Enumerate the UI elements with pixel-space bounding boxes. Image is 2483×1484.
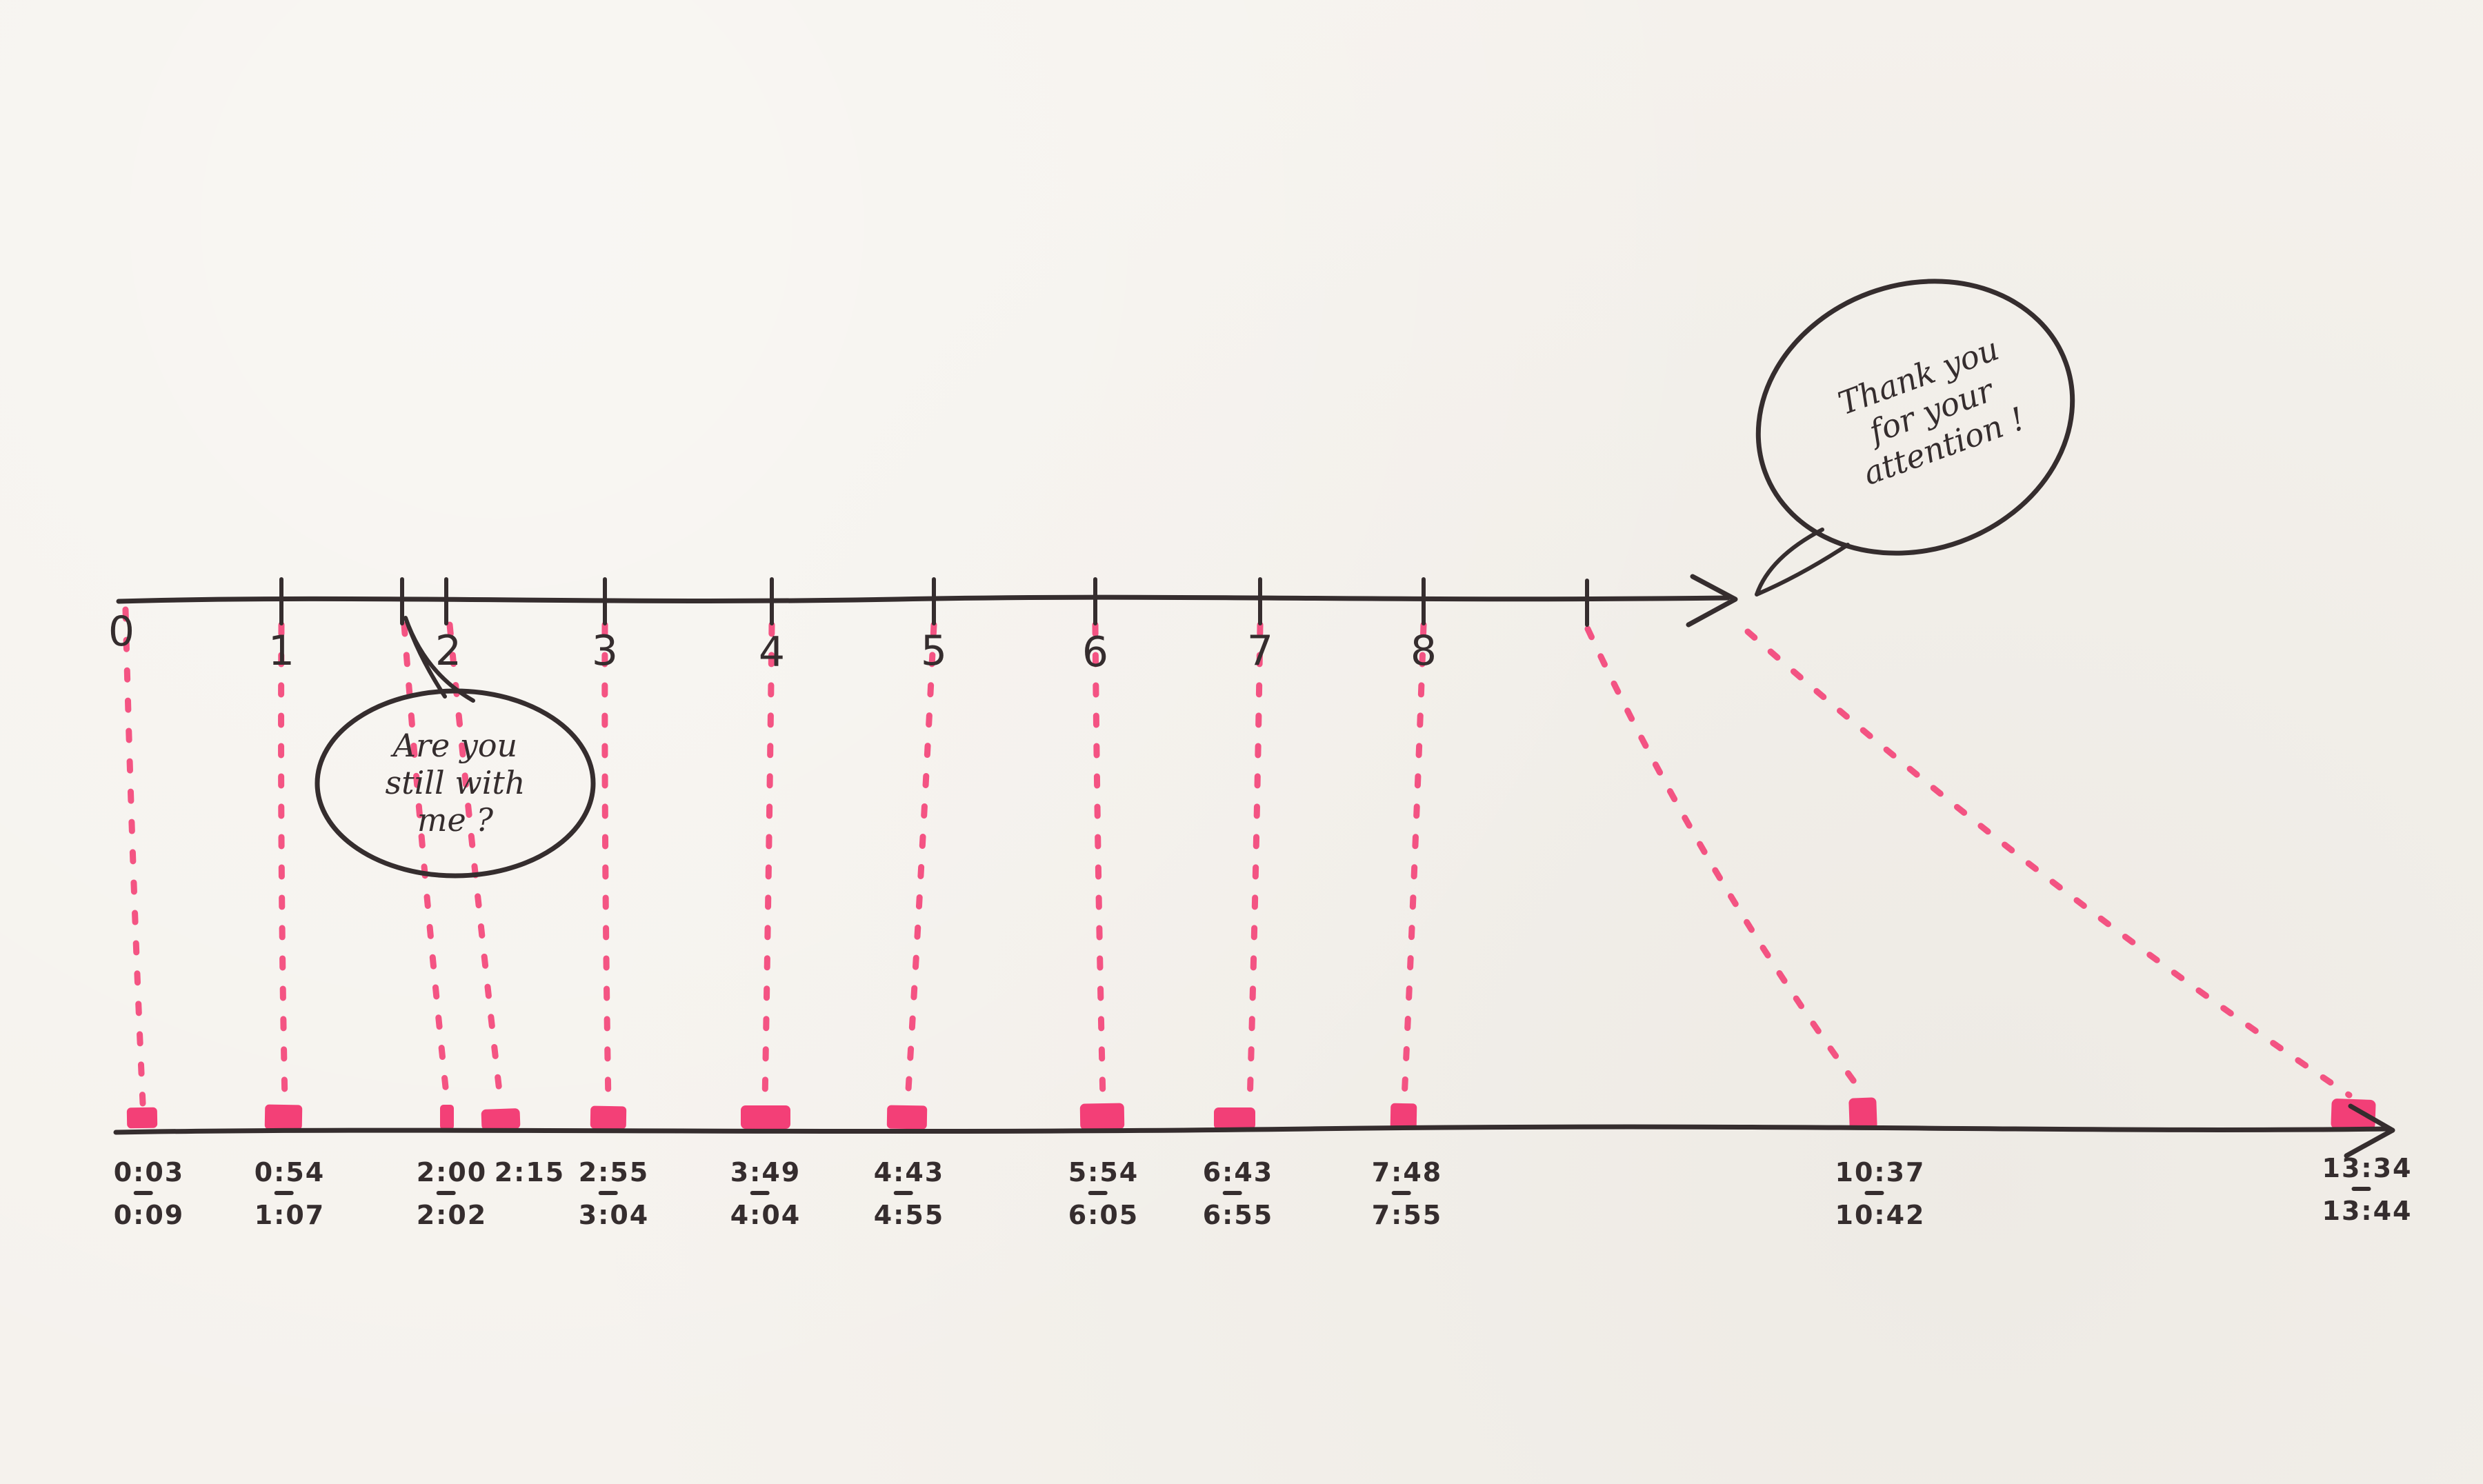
highlight-blob (481, 1108, 521, 1130)
dotted-connector (278, 621, 288, 1105)
time-axis-line (113, 1124, 2389, 1135)
time-start: 13:34 (2322, 1153, 2413, 1183)
slide-number: 4 (758, 628, 786, 676)
highlight-blobs (126, 1097, 2376, 1130)
time-label: 5:54 6:05 (1068, 1157, 1139, 1230)
highlight-blob (440, 1105, 454, 1130)
time-label: 6:43 6:55 (1203, 1157, 1274, 1230)
time-label: 2:00 2:02 (417, 1157, 488, 1230)
time-end: 3:04 (578, 1200, 650, 1230)
dotted-connector (1246, 621, 1264, 1107)
range-dash (1392, 1191, 1411, 1195)
time-end: 1:07 (254, 1200, 326, 1230)
time-label: 10:37 10:42 (1835, 1157, 1926, 1230)
dotted-connector (904, 621, 937, 1105)
time-start: 0:03 (113, 1157, 185, 1187)
speech-bubble-question-text: Are you still with me ? (385, 727, 525, 839)
slide-number: 1 (268, 627, 295, 675)
slide-axis-arrowhead-icon (1686, 574, 1738, 628)
highlight-blob (886, 1105, 928, 1130)
time-axis (113, 1103, 2395, 1159)
highlight-blob (126, 1107, 158, 1129)
dotted-connector (1744, 628, 2353, 1099)
range-dash (275, 1191, 294, 1195)
time-label: 0:54 1:07 (255, 1157, 326, 1230)
time-label: 13:34 13:44 (2322, 1153, 2413, 1226)
time-start: 0:54 (254, 1157, 326, 1187)
highlight-blob (2331, 1099, 2376, 1130)
time-end: 6:05 (1068, 1200, 1139, 1230)
range-dash (750, 1191, 770, 1195)
time-start: 10:37 (1835, 1157, 1926, 1187)
slide-number: 7 (1246, 627, 1274, 675)
time-end: 4:04 (730, 1200, 801, 1230)
bubble-tail (403, 616, 475, 703)
slide-number: 3 (591, 627, 619, 675)
time-start: 7:48 (1371, 1157, 1443, 1187)
highlight-blob (590, 1105, 627, 1130)
speech-bubble-thanks-outline (1755, 279, 2075, 596)
dotted-connector (1584, 625, 1866, 1097)
time-label: 3:49 4:04 (730, 1157, 801, 1230)
bubble-ellipse (1755, 279, 2075, 556)
time-axis-arrowhead-icon (2344, 1103, 2395, 1159)
highlight-blob (1390, 1103, 1417, 1130)
slide-number: 2 (435, 627, 462, 675)
dotted-connector (122, 606, 146, 1107)
range-dash (1223, 1191, 1242, 1195)
highlight-blob (1079, 1103, 1125, 1130)
slide-axis-line (116, 594, 1731, 604)
bubble-line: me ? (417, 801, 494, 839)
highlight-blob (1848, 1097, 1877, 1130)
time-end: 10:42 (1835, 1200, 1926, 1230)
time-label: 0:03 0:09 (114, 1157, 185, 1230)
dotted-connector (1092, 621, 1106, 1103)
time-end: 6:55 (1202, 1200, 1274, 1230)
time-start: 2:55 (578, 1157, 650, 1187)
highlight-blob (264, 1104, 303, 1130)
time-start: 2:00 (416, 1157, 488, 1187)
bubble-line: Are you (392, 727, 518, 764)
time-start: 2:15 (494, 1157, 566, 1187)
time-end: 7:55 (1371, 1200, 1443, 1230)
slide-number: 0 (108, 608, 135, 656)
dotted-connector (761, 621, 775, 1105)
dotted-connector (601, 621, 612, 1105)
range-dash (2352, 1187, 2371, 1191)
time-end: 13:44 (2322, 1196, 2413, 1226)
time-label: 7:48 7:55 (1372, 1157, 1443, 1230)
slide-number: 8 (1410, 627, 1437, 675)
dotted-connectors (122, 606, 2353, 1107)
bubble-tail (1755, 528, 1850, 596)
slide-axis (116, 574, 1738, 628)
time-start: 6:43 (1202, 1157, 1274, 1187)
time-label: 2:55 3:04 (579, 1157, 650, 1230)
range-dash (437, 1191, 456, 1195)
time-end: 2:02 (416, 1200, 488, 1230)
range-dash (894, 1191, 913, 1195)
time-start: 3:49 (730, 1157, 801, 1187)
highlight-blob (741, 1105, 790, 1129)
time-start: 4:43 (873, 1157, 945, 1187)
dotted-connector (1401, 621, 1427, 1103)
range-dash (599, 1191, 618, 1195)
range-dash (1088, 1191, 1108, 1195)
time-label: 2:15 (495, 1157, 566, 1187)
time-end: 4:55 (873, 1200, 945, 1230)
slide-number: 6 (1081, 628, 1109, 676)
highlight-blob (1214, 1107, 1255, 1130)
time-end: 0:09 (113, 1200, 185, 1230)
dotted-connector (401, 621, 450, 1104)
speech-bubble-question-outline (315, 616, 596, 879)
time-label: 4:43 4:55 (874, 1157, 945, 1230)
bubble-line: still with (385, 764, 526, 801)
range-dash (134, 1191, 153, 1195)
range-dash (1865, 1191, 1884, 1195)
slide-number: 5 (920, 627, 948, 675)
time-start: 5:54 (1068, 1157, 1139, 1187)
